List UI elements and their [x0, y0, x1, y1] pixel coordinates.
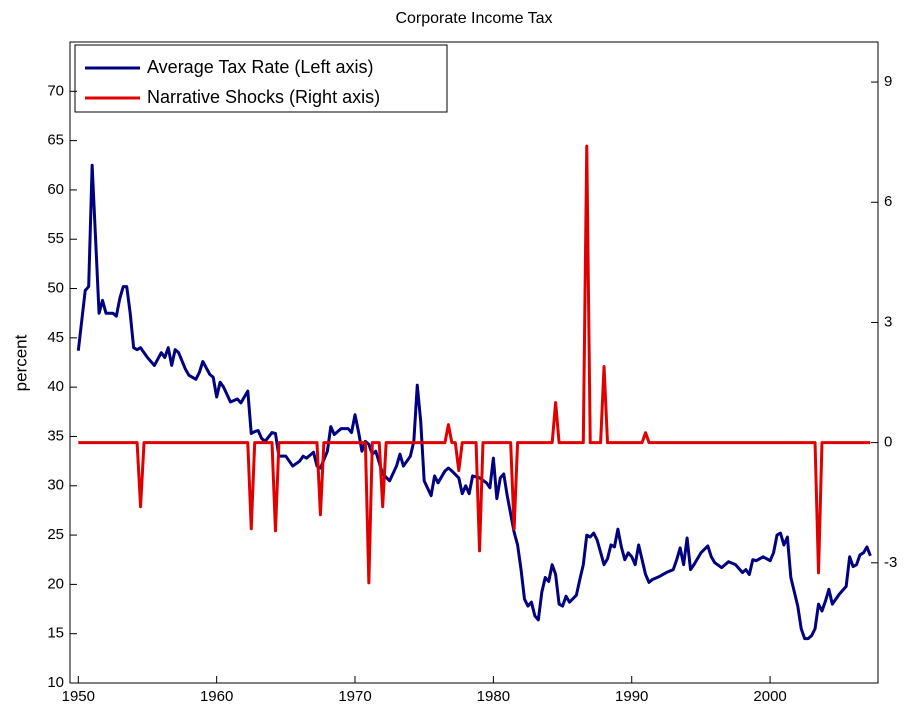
- x-tick-label: 1990: [615, 688, 648, 705]
- y-tick-label: 20: [47, 575, 64, 592]
- y2-tick-label: 3: [884, 313, 892, 330]
- x-tick-label: 2000: [753, 688, 786, 705]
- y-tick-label: 50: [47, 280, 64, 297]
- y-tick-label: 45: [47, 329, 64, 346]
- series-line: [78, 144, 871, 585]
- y-tick-label: 10: [47, 674, 64, 691]
- y-tick-label: 40: [47, 378, 64, 395]
- y-tick-label: 35: [47, 427, 64, 444]
- legend: [74, 44, 448, 113]
- y-tick-label: 25: [47, 526, 64, 543]
- y-tick-label: 15: [47, 625, 64, 642]
- y-tick-label: 70: [47, 82, 64, 99]
- x-tick-label: 1970: [338, 688, 371, 705]
- plot-frame: [69, 41, 879, 684]
- x-tick-label: 1980: [477, 688, 510, 705]
- series-line: [76, 163, 872, 641]
- y-tick-label: 30: [47, 477, 64, 494]
- y2-tick-label: 9: [884, 73, 892, 90]
- y-axis-label: percent: [11, 334, 30, 391]
- y2-tick-label: 6: [884, 193, 892, 210]
- y-tick-label: 65: [47, 132, 64, 149]
- legend-label: Narrative Shocks (Right axis): [147, 87, 380, 107]
- legend-label: Average Tax Rate (Left axis): [147, 57, 373, 77]
- x-tick-label: 1960: [200, 688, 233, 705]
- y2-tick-label: -3: [884, 554, 897, 571]
- x-tick-label: 1950: [62, 688, 95, 705]
- y2-tick-label: 0: [884, 434, 892, 451]
- y-tick-label: 55: [47, 230, 64, 247]
- chart-title: Corporate Income Tax: [395, 10, 552, 27]
- y-tick-label: 60: [47, 181, 64, 198]
